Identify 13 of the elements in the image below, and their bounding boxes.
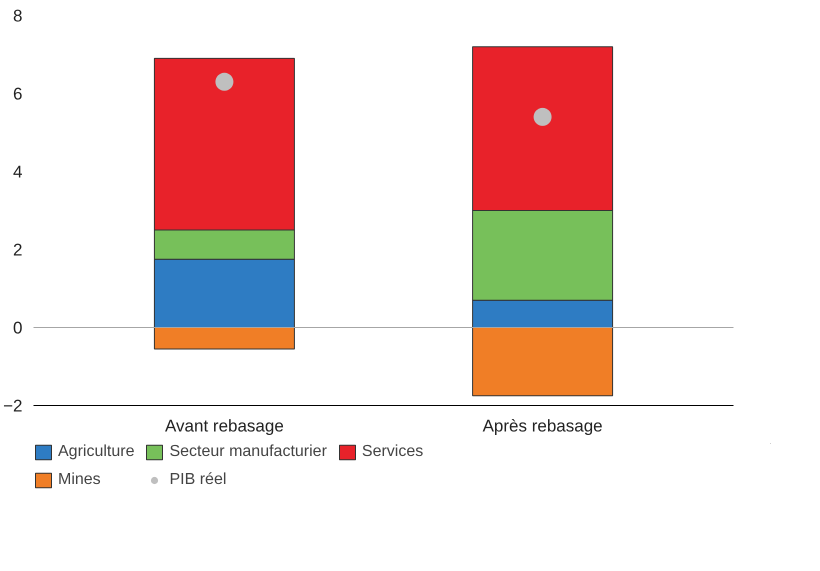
y-tick-label: 2: [13, 240, 23, 260]
y-tick-label: −2: [3, 396, 23, 416]
y-tick-label: 0: [13, 318, 23, 338]
x-tick-label: Avant rebasage: [165, 416, 284, 436]
legend-label: Services: [362, 443, 424, 461]
legend-label: Secteur manufacturier: [169, 443, 327, 461]
y-tick-label: 4: [13, 162, 23, 182]
y-tick-label: 8: [13, 6, 23, 26]
legend-label: Mines: [58, 471, 101, 489]
x-tick-label: Après rebasage: [482, 416, 603, 436]
legend-label: Agriculture: [58, 443, 134, 461]
y-tick-label: 6: [13, 84, 23, 104]
legend-label: PIB réel: [169, 471, 226, 489]
